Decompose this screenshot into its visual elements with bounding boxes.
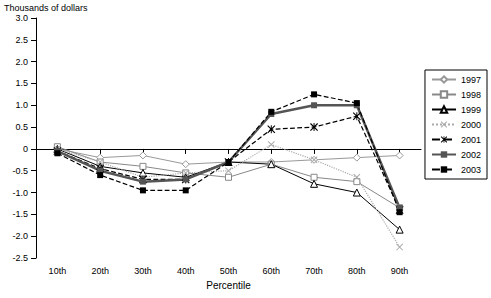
svg-text:60th: 60th <box>263 266 281 276</box>
svg-text:1999: 1999 <box>461 105 481 115</box>
svg-text:20th: 20th <box>91 266 109 276</box>
svg-text:1998: 1998 <box>461 90 481 100</box>
svg-text:2002: 2002 <box>461 150 481 160</box>
svg-text:3.0: 3.0 <box>15 13 28 23</box>
svg-text:10th: 10th <box>49 266 67 276</box>
svg-text:40th: 40th <box>177 266 195 276</box>
svg-text:2.5: 2.5 <box>15 35 28 45</box>
svg-text:-2.5: -2.5 <box>12 253 28 263</box>
svg-text:70th: 70th <box>305 266 323 276</box>
svg-text:2.0: 2.0 <box>15 57 28 67</box>
svg-text:1.0: 1.0 <box>15 100 28 110</box>
svg-text:2001: 2001 <box>461 135 481 145</box>
svg-text:1.5: 1.5 <box>15 78 28 88</box>
svg-text:50th: 50th <box>220 266 238 276</box>
svg-text:80th: 80th <box>348 266 366 276</box>
svg-text:Thousands of dollars: Thousands of dollars <box>4 3 88 13</box>
svg-text:1997: 1997 <box>461 75 481 85</box>
svg-text:2000: 2000 <box>461 120 481 130</box>
svg-text:30th: 30th <box>134 266 152 276</box>
svg-text:90th: 90th <box>391 266 409 276</box>
svg-text:-0.5: -0.5 <box>12 166 28 176</box>
svg-text:Percentile: Percentile <box>206 280 251 291</box>
svg-text:0.5: 0.5 <box>15 122 28 132</box>
svg-text:2003: 2003 <box>461 165 481 175</box>
svg-text:-2.0: -2.0 <box>12 231 28 241</box>
svg-text:0: 0 <box>23 144 28 154</box>
svg-text:-1.0: -1.0 <box>12 188 28 198</box>
svg-text:-1.5: -1.5 <box>12 209 28 219</box>
